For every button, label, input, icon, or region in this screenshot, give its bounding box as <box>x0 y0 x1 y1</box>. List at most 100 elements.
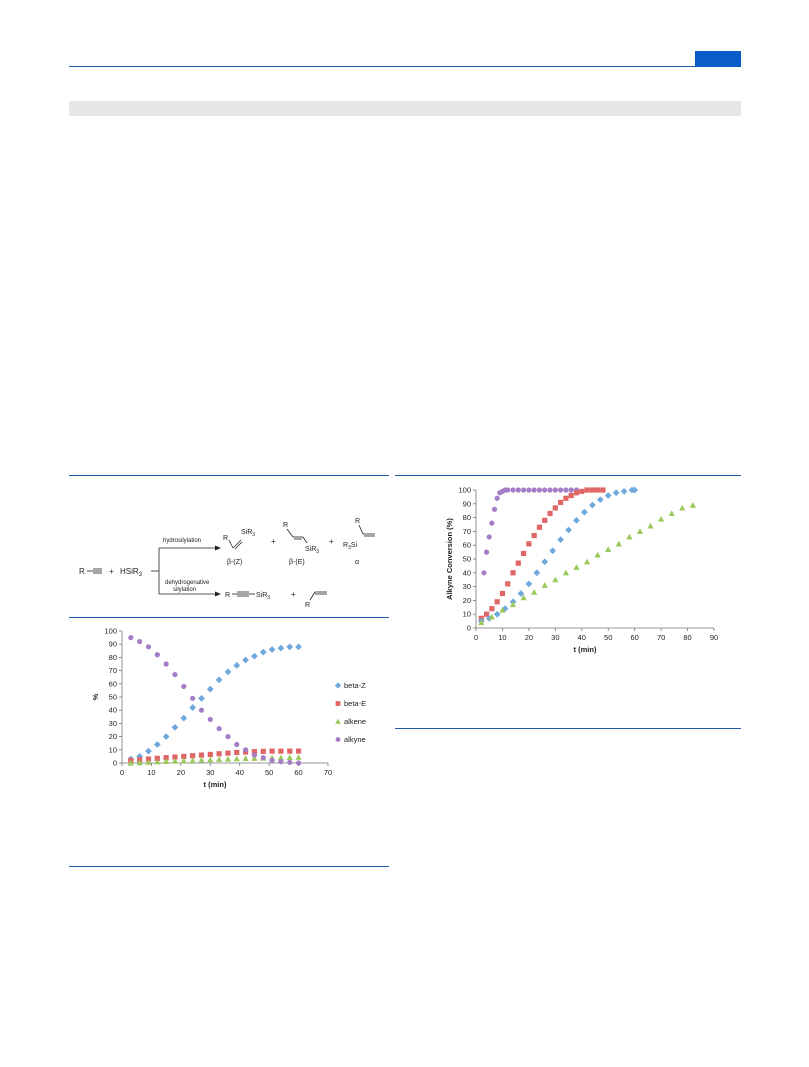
scheme-plus-3: + <box>329 537 334 546</box>
chart1-point-alkyne <box>181 683 187 690</box>
header-page-tab <box>695 51 741 67</box>
chart2-point-series-0 <box>563 487 569 493</box>
chart1-point-alkene <box>286 754 293 761</box>
chart1-point-beta-E <box>260 748 266 754</box>
chart2-point-series-1 <box>589 487 595 493</box>
chart1-point-beta-Z <box>224 668 232 676</box>
chart1-point-beta-Z <box>259 648 267 656</box>
chart1-point-beta-Z <box>145 747 152 755</box>
chart2-x-tick-label: 40 <box>578 633 586 642</box>
chart2-point-series-3 <box>531 589 538 595</box>
chart1-x-tick-label: 70 <box>324 768 332 777</box>
svg-text:SiR3: SiR3 <box>305 546 319 555</box>
chart1-point-beta-Z <box>295 643 302 651</box>
section-rule-right-top <box>395 475 741 476</box>
chart1-point-alkyne <box>198 707 205 713</box>
chart1-point-beta-Z <box>286 643 294 651</box>
chart1-point-beta-E <box>251 749 258 755</box>
chart1-y-tick-label: 30 <box>109 719 117 728</box>
chart2-point-series-3 <box>668 510 675 517</box>
chart2-point-series-3 <box>679 504 686 511</box>
chart2-point-series-3 <box>647 522 654 529</box>
chart1-point-alkene <box>233 755 240 762</box>
section-rule-left-top <box>69 475 389 476</box>
chart2-point-series-1 <box>515 560 521 566</box>
chart2-point-series-1 <box>483 611 490 617</box>
chart1-point-alkene <box>145 759 152 765</box>
chart2-point-series-0 <box>531 487 537 493</box>
chart2-point-series-0 <box>521 487 527 493</box>
svg-text:R3Si: R3Si <box>343 542 358 551</box>
chart2-point-series-2 <box>565 526 572 534</box>
chart2-point-series-2 <box>549 547 557 555</box>
chart2-point-series-0 <box>526 487 532 493</box>
chart2-point-series-2 <box>557 536 565 544</box>
chart1-point-beta-Z <box>153 741 161 748</box>
chart2-point-series-2 <box>612 489 620 497</box>
chart2-point-series-3 <box>573 564 580 570</box>
chart1-y-axis-label: % <box>91 693 100 700</box>
chart2-point-series-0 <box>481 570 487 576</box>
chart1-point-alkene <box>171 757 179 764</box>
scheme-silane: HSiR3 <box>120 567 143 578</box>
chart2-point-series-0 <box>491 506 498 512</box>
chart1-point-beta-Z <box>162 733 170 740</box>
chart2-point-series-1 <box>526 541 532 547</box>
chart1-legend-marker <box>335 718 341 724</box>
chart1-point-alkyne <box>137 638 143 645</box>
chart1-point-alkene <box>224 755 232 762</box>
chart2-point-series-3 <box>552 576 559 583</box>
scheme-product-alpha: R R3Si α <box>343 518 375 566</box>
chart1-legend-label: beta-E <box>344 699 366 708</box>
chart1-point-alkene <box>136 759 143 766</box>
chart2-x-tick-label: 50 <box>604 633 612 642</box>
chart1-point-beta-Z <box>242 656 249 664</box>
chart1-point-beta-E <box>154 755 160 761</box>
chart1-point-beta-Z <box>198 694 205 702</box>
chart1-legend-marker <box>335 701 341 706</box>
chart2-y-tick-label: 0 <box>467 624 471 633</box>
chart2-point-series-3 <box>615 540 622 547</box>
chart1-x-tick-label: 20 <box>177 768 185 777</box>
chart2-point-series-1 <box>558 499 564 506</box>
chart2-point-series-3 <box>562 569 570 576</box>
chart2-point-series-2 <box>517 590 525 597</box>
chart1-x-tick-label: 0 <box>120 768 124 777</box>
chart1-point-alkene <box>189 757 196 763</box>
chart1-point-beta-Z <box>251 652 258 660</box>
chart2-point-series-0 <box>483 549 490 555</box>
chart2-x-tick-label: 30 <box>551 633 559 642</box>
chart1-point-beta-E <box>234 749 240 756</box>
svg-text:R: R <box>283 522 288 529</box>
section-rule-left-mid <box>69 617 389 618</box>
chart1-point-beta-E <box>163 755 169 761</box>
chart2-point-series-2 <box>596 496 604 504</box>
chart1-y-tick-label: 60 <box>109 679 117 688</box>
chart2-point-series-1 <box>542 517 548 523</box>
chart1-point-alkene <box>127 759 134 766</box>
chart2-point-series-1 <box>489 606 495 612</box>
chart2-point-series-0 <box>494 495 500 501</box>
chart1-point-alkene <box>251 755 258 761</box>
section-rule-right-bottom <box>395 728 741 729</box>
chart1-point-alkene <box>215 756 223 762</box>
chart1-legend-marker <box>334 682 342 689</box>
chart1-legend-marker <box>335 737 341 742</box>
chart2-point-series-2 <box>631 486 639 494</box>
chart2-point-series-3 <box>541 582 548 588</box>
chart2-point-series-1 <box>499 590 506 597</box>
chart1-point-alkyne <box>172 671 178 678</box>
chart2-point-series-3 <box>509 601 517 608</box>
chart1-point-beta-E <box>198 752 205 758</box>
scheme-label-alpha: α <box>355 559 359 566</box>
chart2-point-series-0 <box>568 487 574 493</box>
scheme-reactant-r: R <box>79 567 85 576</box>
chart1-point-alkene <box>207 756 214 763</box>
chart1-x-tick-label: 60 <box>294 768 302 777</box>
chart2-point-series-0 <box>489 520 495 526</box>
chart2-point-series-0 <box>505 487 511 493</box>
chart2-point-series-1 <box>505 581 511 587</box>
chart2-point-series-3 <box>499 606 506 613</box>
chart1-x-tick-label: 50 <box>265 768 273 777</box>
chart2-point-series-3 <box>689 502 696 508</box>
